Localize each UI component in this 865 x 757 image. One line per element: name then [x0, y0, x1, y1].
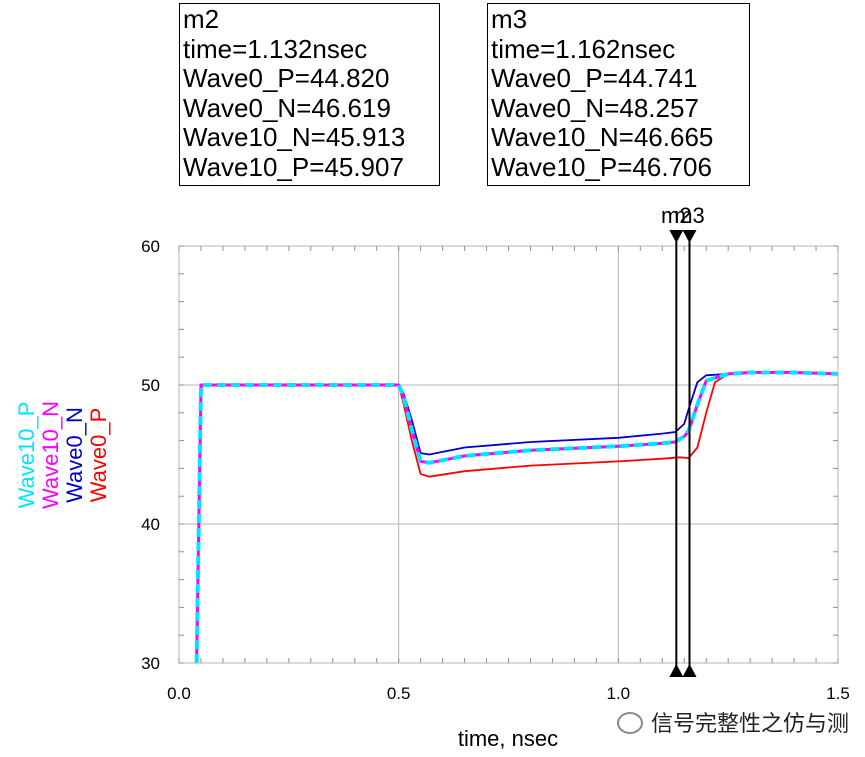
- marker-m2-top-triangle: [669, 230, 684, 243]
- marker-name: m2: [183, 4, 220, 34]
- plot-frame: [178, 245, 839, 664]
- marker-readout-m2: m2 time=1.132nsec Wave0_P=44.820 Wave0_N…: [179, 3, 440, 186]
- marker-value: Wave0_N=46.619: [183, 92, 391, 123]
- x-tick-label: 1.5: [826, 684, 850, 703]
- marker-value: Wave10_P=45.907: [183, 151, 404, 182]
- axis-ticks: 0.0 0.5 1.0 1.5 30 40 50 60: [141, 237, 850, 703]
- legend: Wave10_P Wave10_N Wave0_N Wave0_P: [14, 401, 111, 509]
- marker-time: time=1.162nsec: [491, 33, 676, 64]
- x-axis-label: time, nsec: [458, 726, 558, 751]
- wechat-icon: [617, 712, 643, 734]
- marker-m3-label: m3: [674, 203, 705, 228]
- series-lines: [194, 370, 839, 664]
- marker-time: time=1.132nsec: [183, 33, 368, 64]
- legend-entry-wave10-p: Wave10_P: [14, 402, 39, 509]
- marker-value: Wave0_N=48.257: [491, 92, 699, 123]
- x-tick-label: 1.0: [607, 684, 631, 703]
- legend-entry-wave0-n: Wave0_N: [62, 407, 87, 503]
- legend-entry-wave10-n: Wave10_N: [38, 401, 63, 509]
- y-tick-label: 30: [141, 654, 160, 673]
- marker-name: m3: [491, 4, 528, 34]
- marker-value: Wave0_P=44.741: [491, 63, 698, 93]
- series-line-wave10-n: [195, 371, 839, 664]
- x-tick-label: 0.0: [167, 684, 191, 703]
- x-tick-label: 0.5: [387, 684, 411, 703]
- marker-m2-label: m2: [661, 203, 692, 228]
- series-line-wave0-n: [195, 371, 839, 664]
- marker-value: Wave10_N=45.913: [183, 122, 406, 152]
- grid: [178, 245, 839, 664]
- legend-entry-wave0-p: Wave0_P: [86, 408, 111, 503]
- marker-m2-bottom-triangle: [669, 664, 684, 677]
- y-tick-label: 50: [141, 376, 160, 395]
- watermark: 信号完整性之仿与测: [617, 706, 849, 738]
- watermark-text: 信号完整性之仿与测: [651, 712, 850, 737]
- marker-value: Wave10_N=46.665: [491, 122, 714, 152]
- marker-m3-top-triangle: [682, 230, 697, 243]
- marker-m3-bottom-triangle: [682, 664, 697, 677]
- series-line-wave0-p: [195, 371, 839, 664]
- y-tick-label: 60: [141, 237, 160, 256]
- y-tick-label: 40: [141, 515, 160, 534]
- marker-readout-m3: m3 time=1.162nsec Wave0_P=44.741 Wave0_N…: [487, 3, 750, 186]
- marker-value: Wave0_P=44.820: [183, 63, 390, 93]
- series-line-wave10-p: [194, 370, 839, 664]
- marker-value: Wave10_P=46.706: [491, 151, 712, 182]
